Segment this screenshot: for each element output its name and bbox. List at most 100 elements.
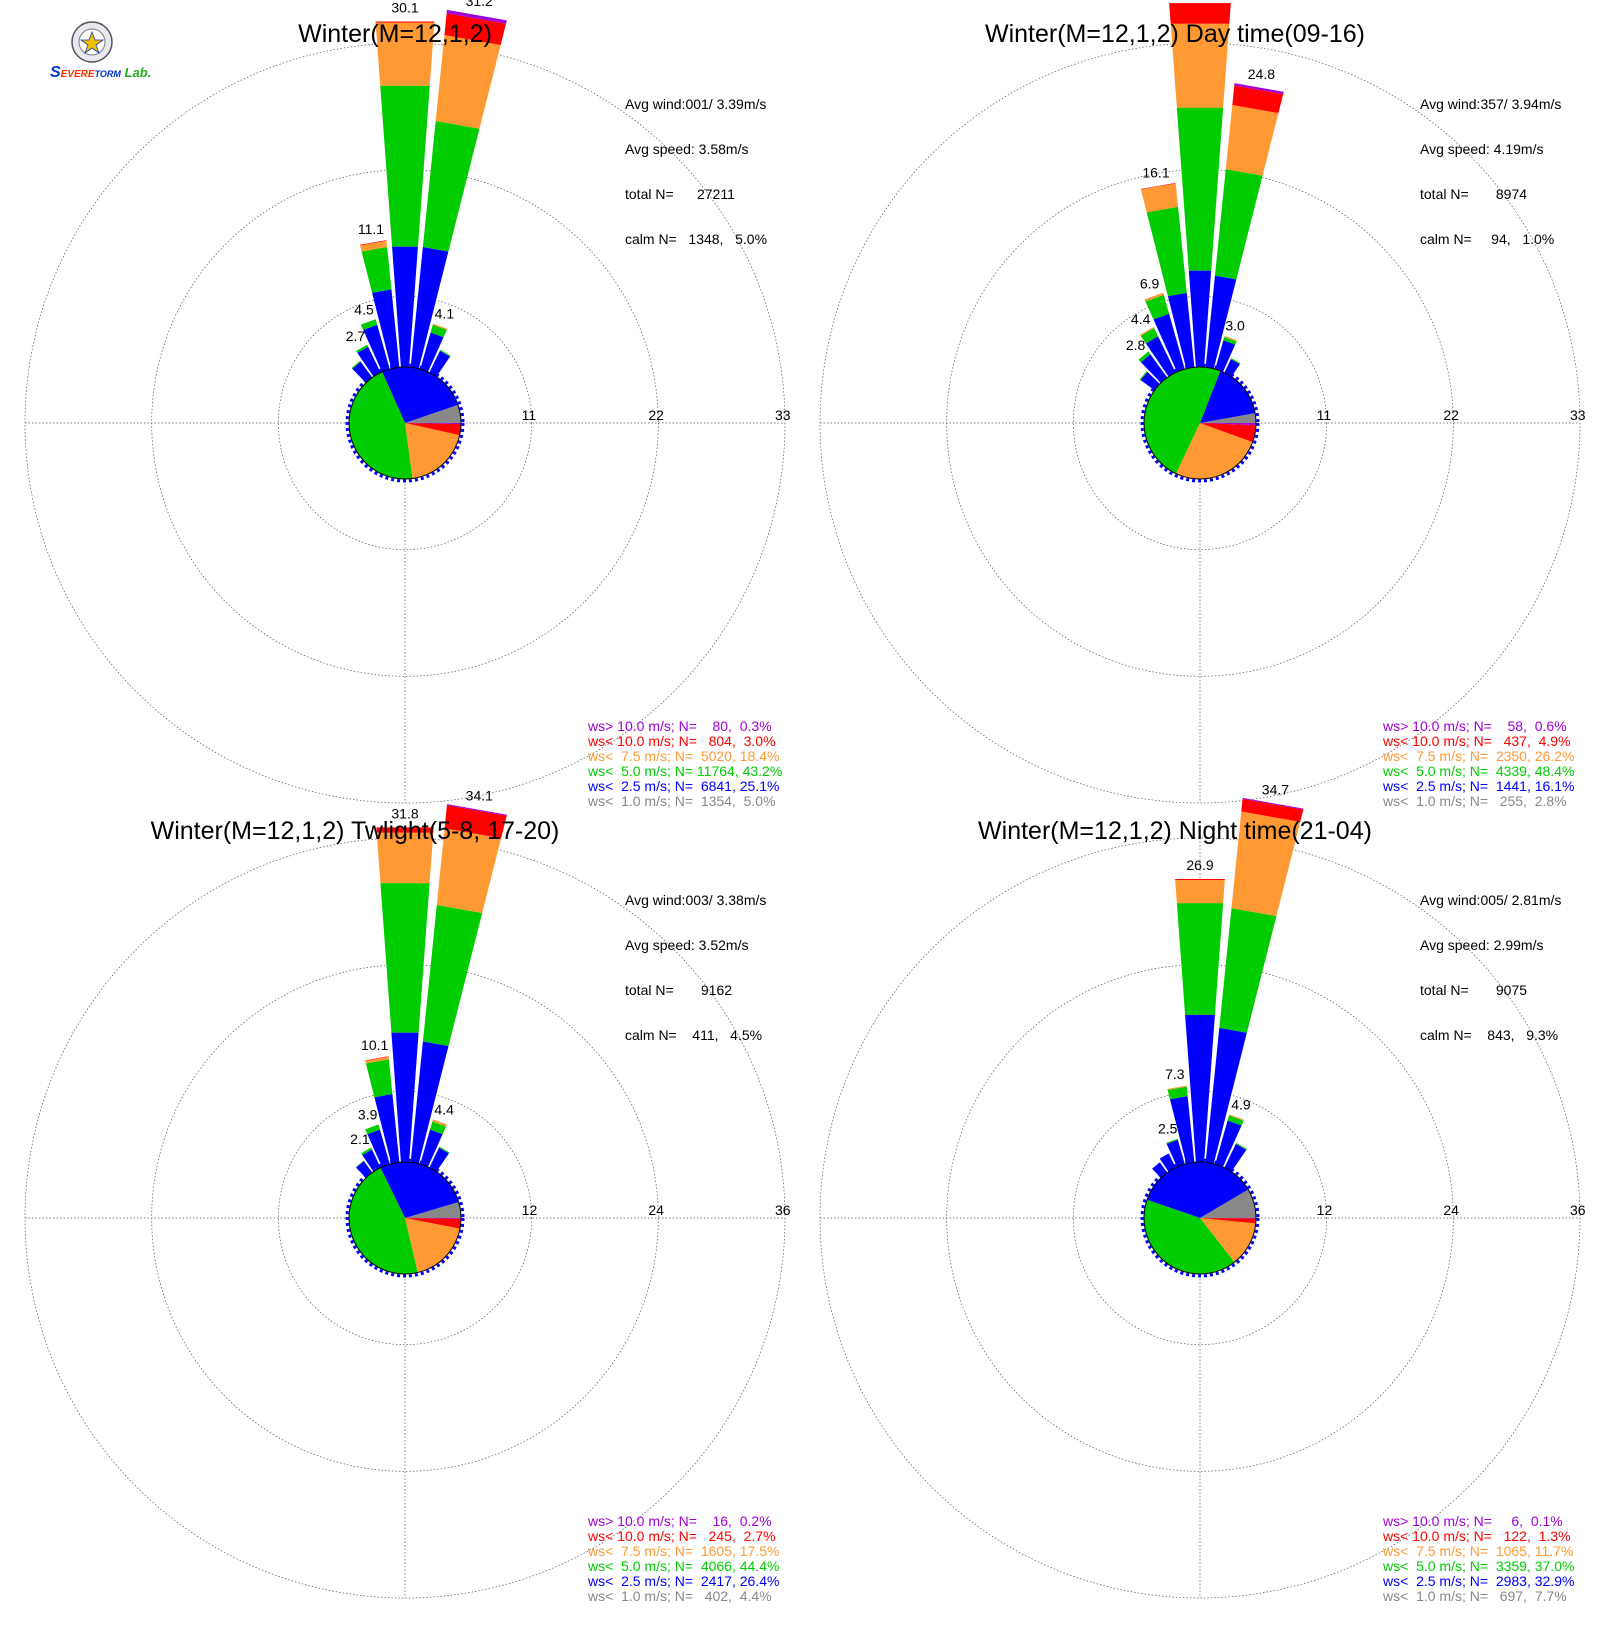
ring-label: 12 [1317,1202,1333,1218]
bar-total-label: 3.0 [1225,318,1245,334]
panel-4-title: Winter(M=12,1,2) Night time(21-04) [978,817,1372,845]
stat-line: calm N= 411, 4.5% [625,1027,763,1043]
ring-label: 24 [648,1202,664,1218]
panel-2-title: Winter(M=12,1,2) Day time(09-16) [985,20,1365,48]
speed-class-ring [1140,363,1260,483]
rose-bar-segment [1139,371,1148,381]
bar-total-label: 6.9 [1140,275,1160,291]
rose-bar-segment [376,827,434,833]
rose-bar-segment [391,1032,419,1163]
rose-bar-segment [1175,878,1225,881]
rose-bar-segment [435,35,501,129]
rose-bar-segment [360,240,388,252]
legend-entry: ws< 5.0 m/s; N= 3359, 37.0% [1383,1558,1575,1574]
rose-bar-segment [1215,340,1236,372]
rose-bar-segment [374,1094,400,1164]
rose-bar-segment [365,1056,389,1061]
rose-bar-segment [1152,1162,1168,1178]
ring-label: 36 [775,1202,791,1218]
rose-bar-segment [1140,354,1168,383]
ring-label: 33 [1570,407,1586,423]
legend-entry: ws< 2.5 m/s; N= 6841, 25.1% [588,778,780,794]
rose-bar-segment [365,1124,380,1135]
pie-outline [348,1161,462,1275]
pie-slice [1200,1218,1256,1224]
rose-bar-segment [439,1146,450,1154]
rose-bar-segment [1225,104,1279,176]
panel-3-stats: Avg wind:003/ 3.38m/s Avg speed: 3.52m/s… [625,863,766,1058]
speed-class-ring [345,1158,465,1278]
legend-entry: ws< 1.0 m/s; N= 402, 4.4% [588,1588,772,1604]
panel-2-legend: ws> 10.0 m/s; N= 58, 0.6% ws< 10.0 m/s; N… [1383,719,1574,809]
legend-entry: ws< 2.5 m/s; N= 2983, 32.9% [1383,1573,1575,1589]
ring-label: 12 [522,1202,538,1218]
rose-bar-segment [1188,270,1212,368]
bar-total-label: 24.8 [1248,66,1275,82]
rose-bar-segment [429,350,451,377]
pie-slice [1144,1199,1235,1275]
rose-bar-segment [1167,1086,1188,1100]
panel-3-title: Winter(M=12,1,2) Twlight(5-8, 17-20) [150,817,560,845]
legend-entry: ws< 2.5 m/s; N= 1441, 16.1% [1383,778,1575,794]
rose-bar-segment [356,1161,373,1178]
speed-class-ring [1140,1158,1260,1278]
pie-slice [405,1218,461,1229]
rose-bar-segment [1235,1142,1247,1150]
ring-label: 11 [522,407,537,423]
bar-total-label: 34.1 [466,788,493,804]
rose-bar-segment [1169,1096,1195,1164]
bar-total-label: 4.1 [435,306,455,322]
rose-bar-segment [1140,182,1176,190]
ring-label: 33 [775,407,791,423]
rose-bar-segment [444,805,507,839]
rose-bar-segment [1138,351,1151,363]
pie-slice [405,423,462,425]
pie-slice [1200,423,1256,443]
rose-bar-segment [436,828,502,914]
range-ring [277,295,533,551]
rose-bar-segment [446,804,508,816]
rose-bar-segment [365,1056,389,1064]
rose-bar-segment [365,1059,393,1098]
rose-bar-segment [1185,1014,1215,1163]
legend-entry: ws< 7.5 m/s; N= 1605, 17.5% [588,1543,780,1559]
rose-bar-segment [420,332,444,372]
pie-slice [1200,370,1256,423]
pie-slice [349,371,413,479]
rose-bar-segment [356,344,369,353]
rose-bar-segment [1145,336,1176,377]
legend-entry: ws< 5.0 m/s; N= 11764, 43.2% [588,763,783,779]
rose-bar-segment [1234,83,1284,95]
stat-line: calm N= 843, 9.3% [1420,1027,1559,1043]
bar-total-label: 2.1 [350,1131,370,1147]
pie-slice [1200,413,1256,423]
rose-bar-segment [410,1041,449,1164]
pie-slice [405,423,461,436]
pie-outline [1143,366,1257,480]
legend-entry: ws< 5.0 m/s; N= 4066, 44.4% [588,1558,780,1574]
pie-outline [1143,1161,1257,1275]
legend-entry: ws> 10.0 m/s; N= 6, 0.1% [1383,1513,1563,1529]
stat-line: total N= 9162 [625,982,733,998]
legend-entry: ws< 2.5 m/s; N= 2417, 26.4% [588,1573,780,1589]
bar-total-label: 34.7 [1262,781,1289,797]
rose-bar-segment [1144,292,1164,302]
rose-bar-segment [1153,313,1185,372]
rose-bar-segment [422,904,483,1047]
rose-bar-segment [1232,85,1284,114]
rose-bar-segment [380,85,430,247]
legend-entry: ws< 7.5 m/s; N= 2350, 26.2% [1383,748,1575,764]
rose-bar-segment [1214,169,1263,280]
rose-bar-segment [1176,107,1224,271]
rose-bar-segment [359,240,387,246]
bar-total-label: 10.1 [361,1037,388,1053]
rose-bar-segment [432,323,448,330]
pie-slice [1147,1162,1249,1218]
rose-bar-segment [375,22,435,86]
bar-total-label: 4.4 [1131,311,1151,327]
rose-bar-segment [357,346,381,377]
bar-total-label: 30.1 [391,0,418,15]
rose-bar-segment [360,319,378,330]
bar-total-label: 2.8 [1126,337,1146,353]
rose-bar-segment [430,324,447,338]
